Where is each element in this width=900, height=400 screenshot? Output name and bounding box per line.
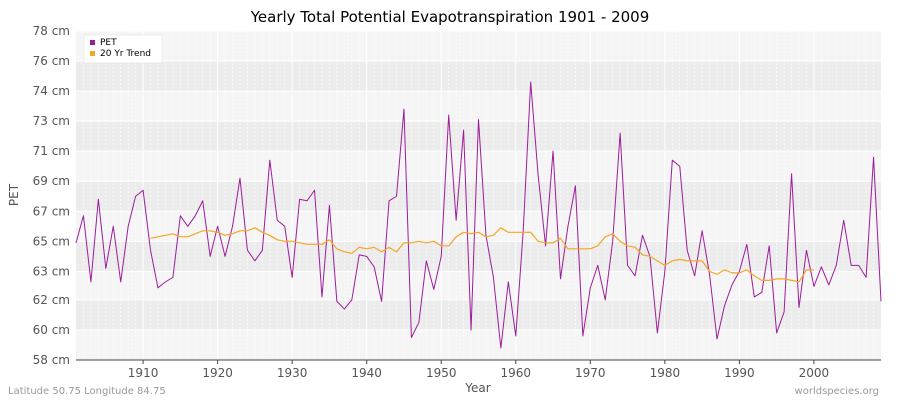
x-axis-label: Year bbox=[464, 381, 490, 395]
y-tick-label: 62 cm bbox=[33, 293, 70, 307]
legend-swatch-trend bbox=[90, 51, 95, 56]
footer-source: worldspecies.org bbox=[795, 386, 879, 397]
y-tick-label: 73 cm bbox=[33, 114, 70, 128]
x-tick-label: 1930 bbox=[277, 366, 308, 380]
x-tick-label: 1970 bbox=[575, 366, 606, 380]
y-axis-ticks: 58 cm 60 cm 62 cm 63 cm 65 cm 67 cm 69 cm 71 cm… bbox=[33, 24, 70, 367]
x-tick-label: 1990 bbox=[724, 366, 755, 380]
y-tick-label: 69 cm bbox=[33, 174, 70, 188]
chart-title: Yearly Total Potential Evapotranspiratio… bbox=[250, 8, 650, 26]
y-tick-label: 58 cm bbox=[33, 353, 70, 367]
grid-lines bbox=[76, 30, 881, 361]
y-tick-label: 71 cm bbox=[33, 144, 70, 158]
pet-series-line bbox=[75, 81, 882, 349]
x-tick-label: 1960 bbox=[500, 366, 531, 380]
footer-coordinates: Latitude 50.75 Longitude 84.75 bbox=[8, 386, 166, 397]
y-axis-label: PET bbox=[7, 183, 21, 206]
y-tick-label: 65 cm bbox=[33, 234, 70, 248]
x-tick-label: 1940 bbox=[351, 366, 382, 380]
legend-swatch-pet bbox=[90, 40, 95, 45]
x-tick-label: 2000 bbox=[799, 366, 830, 380]
data-series bbox=[75, 81, 882, 349]
x-tick-label: 1910 bbox=[128, 366, 159, 380]
y-tick-label: 78 cm bbox=[33, 24, 70, 38]
legend-box bbox=[83, 34, 163, 64]
y-tick-label: 60 cm bbox=[33, 323, 70, 337]
x-axis-ticks: 1910 1920 1930 1940 1950 1960 1970 1980 1990 2000 bbox=[128, 360, 829, 380]
y-tick-label: 63 cm bbox=[33, 264, 70, 278]
y-tick-label: 67 cm bbox=[33, 204, 70, 218]
trend-series-line bbox=[150, 227, 814, 283]
y-tick-label: 76 cm bbox=[33, 54, 70, 68]
x-tick-label: 1920 bbox=[202, 366, 233, 380]
legend: PET 20 Yr Trend bbox=[83, 34, 163, 64]
legend-label-pet: PET bbox=[100, 38, 117, 48]
x-tick-label: 1980 bbox=[650, 366, 681, 380]
x-tick-label: 1950 bbox=[426, 366, 457, 380]
y-tick-label: 74 cm bbox=[33, 84, 70, 98]
legend-label-trend: 20 Yr Trend bbox=[100, 49, 151, 59]
